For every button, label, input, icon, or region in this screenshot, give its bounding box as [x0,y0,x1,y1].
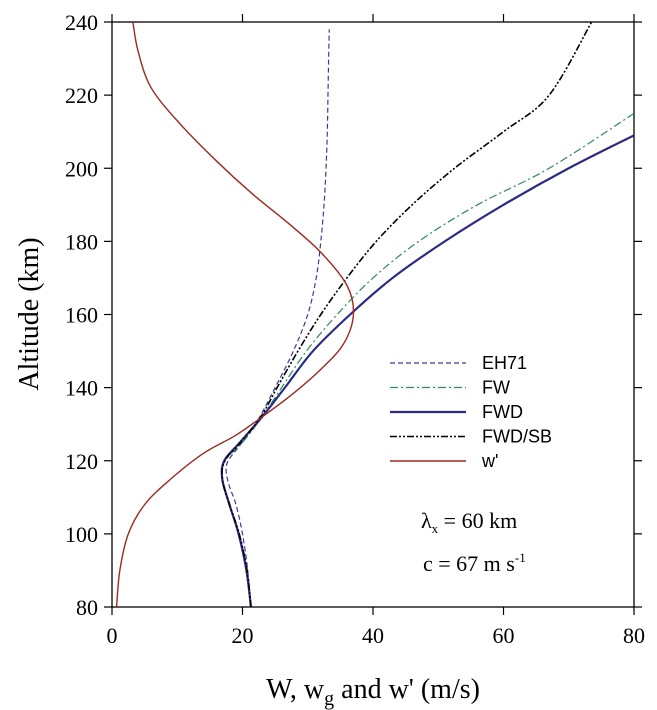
y-tick-label: 180 [65,229,98,254]
series-line-fw [221,112,634,607]
y-tick-label: 120 [65,449,98,474]
axis-ticks [104,14,642,615]
x-tick-label: 80 [623,623,645,648]
annotation-lambda-text: = 60 km [438,508,517,533]
x-axis-title-main: W, w [266,674,325,705]
y-tick-label: 100 [65,522,98,547]
legend-label: FWD [482,402,523,422]
legend-label: FWD/SB [482,427,552,447]
x-axis-title: W, wg and w' (m/s) [266,674,480,710]
annotation-c-sup: -1 [515,550,526,565]
y-tick-label: 200 [65,156,98,181]
y-tick-label: 80 [76,595,98,620]
y-tick-label: 140 [65,376,98,401]
x-tick-label: 0 [107,623,118,648]
plot-frame [111,21,635,608]
y-axis-title: Altitude (km) [14,237,45,390]
x-axis-title-rest: and w' (m/s) [334,674,480,705]
x-axis-title-sub: g [324,688,334,710]
annotation-c: c = 67 m s-1 [423,550,526,576]
annotation-lambda: λx = 60 km [421,508,517,536]
x-tick-label: 60 [493,623,515,648]
series-lines [115,22,634,607]
series-line-w [115,22,355,607]
annotation-c-text: c = 67 m s [423,551,515,576]
legend-label: EH71 [482,353,527,373]
annotation-lambda-symbol: λ [421,508,432,533]
y-tick-label: 240 [65,10,98,35]
annotation-lambda-sub: x [432,521,439,536]
x-tick-label: 40 [362,623,384,648]
x-tick-label: 20 [232,623,254,648]
legend: EH71 FW FWD FWD/SB w' [390,353,552,471]
legend-label: FW [482,378,510,398]
series-line-eh71 [225,29,330,607]
y-tick-label: 220 [65,83,98,108]
series-line-fwd-sb [221,22,593,607]
legend-label: w' [481,451,498,471]
series-line-fwd [220,134,634,607]
y-tick-label: 160 [65,303,98,328]
tick-labels: 0 20 40 60 80 80 100 120 140 160 180 200 220 240 [65,10,645,648]
